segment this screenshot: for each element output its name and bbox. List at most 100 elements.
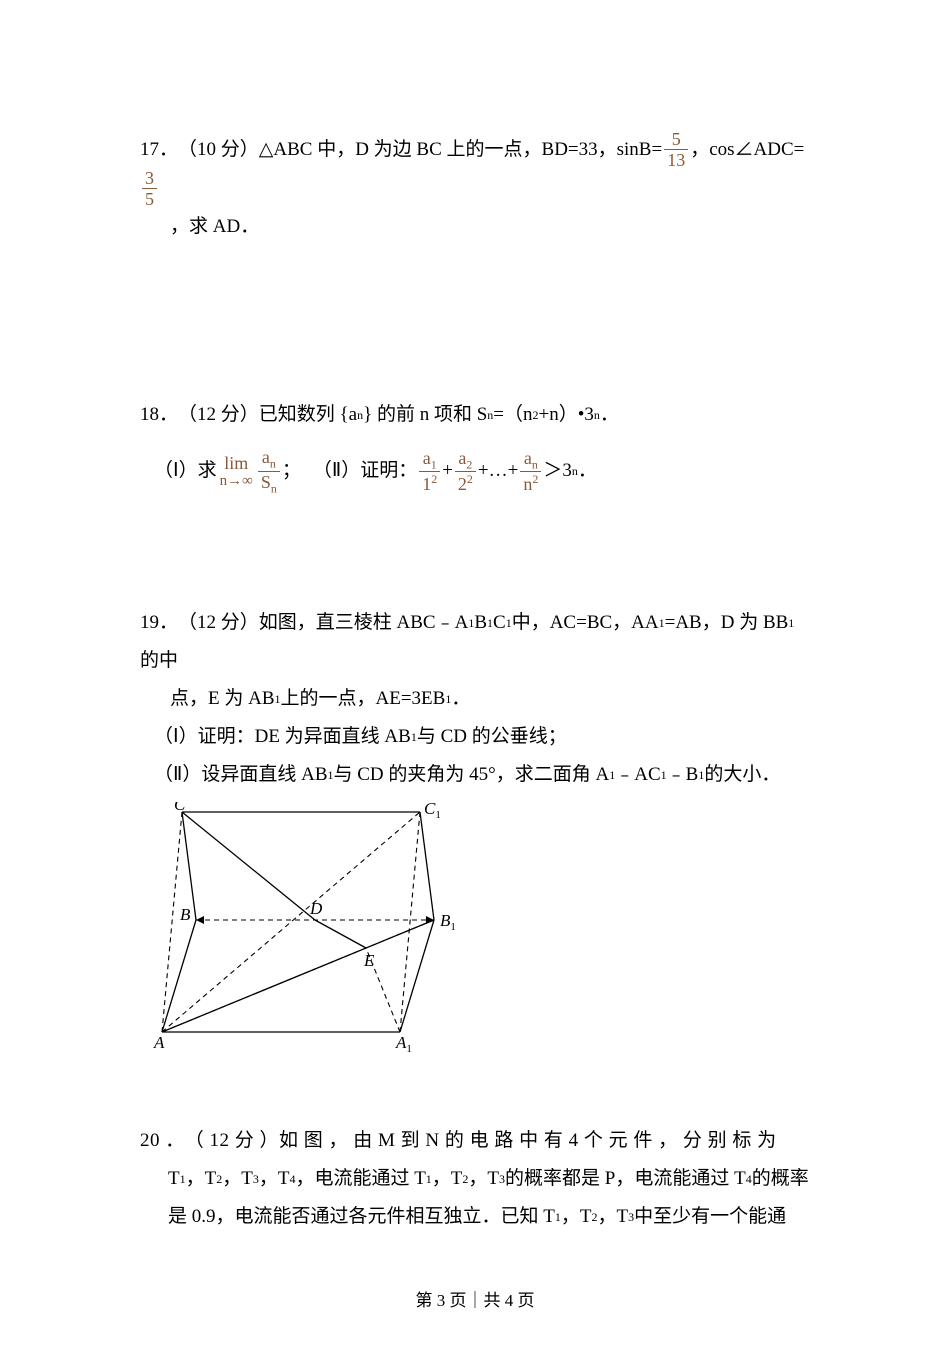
p20-line2: T1 ，T2 ，T3 ，T4 ，电流能通过 T1 ，T2 ，T3 的概率都是 P… [140,1160,820,1198]
frac-num: an [259,448,279,471]
label-E: E [363,951,375,970]
s: 2 [467,472,473,486]
p19-part2: （Ⅱ）设异面直线 AB1 与 CD 的夹角为 45°，求二面角 A1 ﹣AC1 … [140,756,820,794]
frac-num: 5 [669,130,684,149]
t: a [423,448,431,468]
t: 2 [458,474,467,494]
d: 12 [419,471,440,493]
p19-part1: （Ⅰ）证明：DE 为异面直线 AB1 与 CD 的公垂线； [140,718,820,756]
p19-number: 19． [140,604,178,642]
label-D: D [309,899,323,918]
p19-line1: 19． （12 分） 如图，直三棱柱 ABC﹣A1 B1 C1 中，AC=BC，… [140,604,820,680]
s: n [270,457,276,471]
term2: a2 22 [455,449,476,494]
p19-s6: 的中 [140,642,178,680]
page-footer: 第 3 页｜共 4 页 [0,1286,950,1311]
p20-l2c: ，T [222,1160,253,1198]
p17-line1: 17． （10 分） △ABC 中，D 为边 BC 上的一点，BD=33，sin… [140,130,820,208]
s: 1 [431,457,437,471]
p20-l2d: ，T [259,1160,290,1198]
n: a2 [455,449,475,472]
problem-20: 20 ． （ 12 分 ） 如 图 ， 由 M 到 N 的 电 路 中 有 4 … [140,1122,820,1236]
p19-s4: 中，AC=BC，AA [512,604,659,642]
p18-points: （12 分） [178,396,259,434]
label-B1: B1 [440,911,456,933]
p18-number: 18． [140,396,178,434]
p20-l2f: ，T [432,1160,463,1198]
p19-line2: 点，E 为 AB1 上的一点，AE=3EB1 ． [140,680,820,718]
lim-bot: n→∞ [220,474,253,489]
p18-part2-label: （Ⅱ）证明： [313,452,417,490]
p19-l2c: ． [451,680,470,718]
plus1: + [442,452,453,490]
p19-p2a: （Ⅱ）设异面直线 AB [154,756,328,794]
page-content: 17． （10 分） △ABC 中，D 为边 BC 上的一点，BD=33，sin… [0,0,950,1236]
footer-text: 第 3 页｜共 4 页 [416,1291,535,1310]
p20-l3d: 中至少有一个能通 [634,1198,786,1236]
s: 2 [431,472,437,486]
p20-l2b: ，T [186,1160,217,1198]
p20-l1: 如 图 ， 由 M 到 N 的 电 路 中 有 4 个 元 件 ， 分 别 标 … [279,1122,777,1160]
p18-part1-label: （Ⅰ）求 [154,452,217,490]
term1: a1 12 [419,449,440,494]
problem-19: 19． （12 分） 如图，直三棱柱 ABC﹣A 1 B1 C1 中，AC=BC，… [140,604,820,1052]
sub1: 1 [788,611,794,635]
frac-num: 3 [142,169,157,188]
p17-pre: △ABC 中，D 为边 BC 上的一点，BD=33，sinB= [259,131,662,169]
s: 2 [532,472,538,486]
p17-line2-text: ，求 AD． [170,208,259,246]
n: an [521,449,541,472]
p18-line1: 18． （12 分） 已知数列 {an } 的前 n 项和 Sn =（n2 +n… [140,396,820,434]
n: a1 [420,449,440,472]
p17-points: （10 分） [178,131,259,169]
t: a [524,448,532,468]
p18-sa: 已知数列 {a [259,396,357,434]
p20-l2g: ，T [468,1160,499,1198]
p20-l3b: ，T [561,1198,592,1236]
p17-mid1: ，cos∠ADC= [690,131,804,169]
p19-p2b: 与 CD 的夹角为 45°，求二面角 A [334,756,610,794]
p17-line2: ，求 AD． [140,208,820,246]
p18-end-b: ． [578,452,597,490]
lim-top: lim [224,454,248,474]
p19-points: （12 分） [178,604,259,642]
p20-l2h: 的概率都是 P，电流能通过 T [505,1160,746,1198]
p19-p2d: ﹣B [667,756,699,794]
p18-line2: （Ⅰ）求 lim n→∞ an Sn ； （Ⅱ）证明： a1 12 + a2 2… [140,448,820,494]
p19-s3: C [493,604,506,642]
label-B: B [180,905,191,924]
p19-p1a: （Ⅰ）证明：DE 为异面直线 AB [154,718,411,756]
p20-number: 20 ． [140,1122,185,1160]
p19-s1: 如图，直三棱柱 ABC﹣A [259,604,469,642]
problem-18: 18． （12 分） 已知数列 {an } 的前 n 项和 Sn =（n2 +n… [140,396,820,494]
d: n2 [520,471,541,493]
p19-l2b: 上的一点，AE=3EB [281,680,446,718]
p18-sb: } 的前 n 项和 S [363,396,487,434]
p19-p2c: ﹣AC [615,756,660,794]
prism-diagram: A A1 B B1 C C1 D E [152,802,472,1052]
p19-p1b: 与 CD 的公垂线； [417,718,567,756]
p20-l2a: T [168,1160,180,1198]
s: 2 [466,457,472,471]
limit-expr: lim n→∞ [220,454,253,489]
p18-end-a: ＞3 [543,452,572,490]
lim-frac: an Sn [258,448,280,494]
p20-l3a: 是 0.9，电流能否通过各元件相互独立．已知 T [168,1198,555,1236]
p19-s5: =AB，D 为 BB [665,604,789,642]
p19-p2e: 的大小． [704,756,780,794]
p20-line3: 是 0.9，电流能否通过各元件相互独立．已知 T1 ，T2 ，T3 中至少有一个… [140,1198,820,1236]
p17-frac1: 5 13 [664,130,688,169]
p17-frac2: 3 5 [142,169,157,208]
p18-se: ． [600,396,619,434]
p19-l2a: 点，E 为 AB [170,680,275,718]
label-C1: C1 [424,802,441,821]
t: a [262,447,270,467]
p19-s2: B [474,604,487,642]
frac-den: Sn [258,471,280,495]
frac-den: 13 [664,149,688,169]
label-C: C [174,802,186,814]
d: 22 [455,471,476,493]
p18-sc: =（n [493,396,532,434]
problem-17: 17． （10 分） △ABC 中，D 为边 BC 上的一点，BD=33，sin… [140,130,820,246]
p18-part1-end: ； [282,452,301,490]
